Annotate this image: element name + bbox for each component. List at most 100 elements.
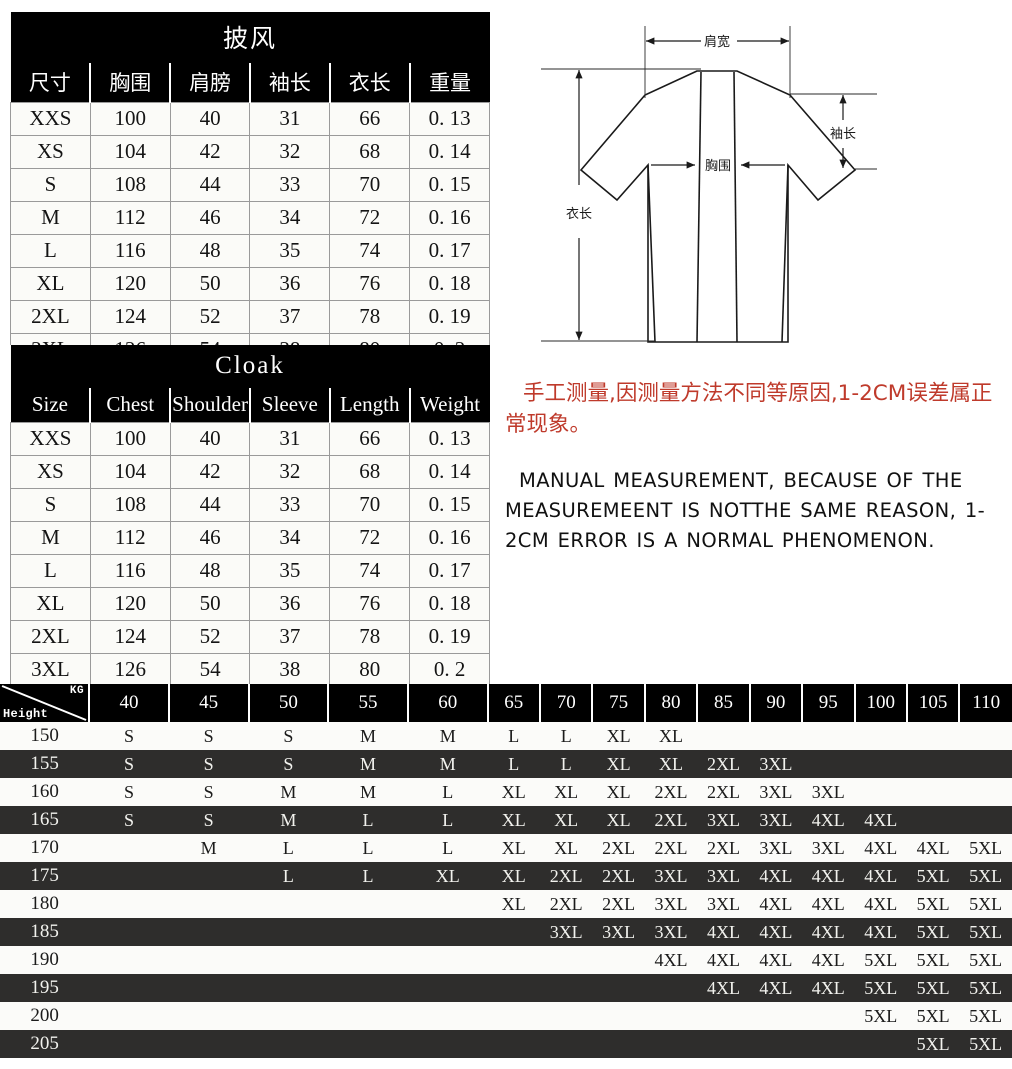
cell-weight: 0. 15 bbox=[409, 488, 490, 522]
size-cell-155-55: M bbox=[328, 750, 408, 778]
size-cell-170-75: 2XL bbox=[592, 834, 645, 862]
size-cell-190-40 bbox=[89, 946, 169, 974]
table-row: 2XL 124 52 37 78 0. 19 bbox=[10, 300, 490, 334]
header-weight: 重量 bbox=[408, 63, 490, 103]
cell-weight: 0. 16 bbox=[409, 201, 490, 235]
cell-shoulder: 46 bbox=[169, 521, 251, 555]
table-row: XS 104 42 32 68 0. 14 bbox=[10, 455, 490, 489]
size-cell-190-80: 4XL bbox=[644, 946, 698, 974]
cell-chest: 108 bbox=[89, 488, 171, 522]
size-cell-195-80 bbox=[644, 974, 698, 1002]
size-cell-205-60 bbox=[407, 1030, 488, 1058]
size-cell-155-110 bbox=[959, 750, 1012, 778]
height-label-185: 185 bbox=[0, 918, 90, 946]
size-cell-155-70: L bbox=[539, 750, 593, 778]
size-cell-190-70 bbox=[539, 946, 593, 974]
size-cell-165-90: 3XL bbox=[749, 806, 803, 834]
size-cell-190-60 bbox=[407, 946, 488, 974]
cell-chest: 112 bbox=[89, 201, 171, 235]
size-cell-180-70: 2XL bbox=[539, 890, 593, 918]
size-cell-170-105: 4XL bbox=[906, 834, 960, 862]
size-cell-165-40: S bbox=[89, 806, 169, 834]
cell-weight: 0. 14 bbox=[409, 455, 490, 489]
size-cell-160-70: XL bbox=[539, 778, 593, 806]
size-cell-155-50: S bbox=[248, 750, 329, 778]
spec-table-en-title-row: Cloak bbox=[10, 345, 490, 388]
size-cell-190-90: 4XL bbox=[749, 946, 803, 974]
cell-chest: 124 bbox=[89, 300, 171, 334]
size-cell-190-55 bbox=[328, 946, 408, 974]
size-cell-205-55 bbox=[328, 1030, 408, 1058]
table-row: S 108 44 33 70 0. 15 bbox=[10, 168, 490, 202]
spec-table-cn-header-row: 尺寸 胸围 肩膀 袖长 衣长 重量 bbox=[10, 63, 490, 103]
cell-weight: 0. 13 bbox=[409, 102, 490, 136]
cell-weight: 0. 2 bbox=[409, 653, 490, 687]
size-cell-205-65 bbox=[487, 1030, 540, 1058]
cell-chest: 100 bbox=[89, 422, 171, 456]
cell-size: XL bbox=[10, 267, 91, 301]
cell-weight: 0. 15 bbox=[409, 168, 490, 202]
cell-shoulder: 48 bbox=[169, 554, 251, 588]
size-cell-190-95: 4XL bbox=[802, 946, 855, 974]
cell-length: 78 bbox=[329, 620, 411, 654]
size-cell-200-80 bbox=[644, 1002, 698, 1030]
size-cell-200-100: 5XL bbox=[854, 1002, 907, 1030]
garment-outline bbox=[579, 70, 857, 343]
size-cell-180-40 bbox=[89, 890, 169, 918]
height-label-190: 190 bbox=[0, 946, 90, 974]
weight-header-50: 50 bbox=[247, 684, 330, 722]
weight-header-110: 110 bbox=[958, 684, 1012, 722]
size-cell-200-55 bbox=[328, 1002, 408, 1030]
size-cell-160-80: 2XL bbox=[644, 778, 698, 806]
size-cell-185-75: 3XL bbox=[592, 918, 645, 946]
height-label-180: 180 bbox=[0, 890, 90, 918]
spec-table-en: Cloak Size Chest Shoulder Sleeve Length … bbox=[10, 345, 490, 720]
height-label-150: 150 bbox=[0, 722, 90, 750]
cell-length: 70 bbox=[329, 168, 411, 202]
size-cell-200-105: 5XL bbox=[906, 1002, 960, 1030]
cell-size: L bbox=[10, 554, 91, 588]
size-grid-row: 170 M L L L XL XL 2XL 2XL 2XL 3XL 3XL 4XL 4XL 5XL bbox=[0, 834, 1012, 862]
size-cell-175-55: L bbox=[328, 862, 408, 890]
height-label-165: 165 bbox=[0, 806, 90, 834]
size-cell-150-80: XL bbox=[644, 722, 698, 750]
size-cell-195-65 bbox=[487, 974, 540, 1002]
top-area: 披风 尺寸 胸围 肩膀 袖长 衣长 重量 XXS 100 40 31 66 0.… bbox=[10, 12, 1005, 720]
size-cell-190-75 bbox=[592, 946, 645, 974]
size-cell-165-75: XL bbox=[592, 806, 645, 834]
cell-sleeve: 32 bbox=[249, 455, 331, 489]
size-cell-205-85 bbox=[697, 1030, 750, 1058]
cell-size: M bbox=[10, 521, 91, 555]
height-label-170: 170 bbox=[0, 834, 90, 862]
size-cell-160-75: XL bbox=[592, 778, 645, 806]
size-cell-190-85: 4XL bbox=[697, 946, 750, 974]
size-cell-180-75: 2XL bbox=[592, 890, 645, 918]
spec-table-cn-title-row: 披风 bbox=[10, 12, 490, 63]
size-cell-150-65: L bbox=[487, 722, 540, 750]
size-cell-180-50 bbox=[248, 890, 329, 918]
cell-shoulder: 44 bbox=[169, 488, 251, 522]
weight-header-40: 40 bbox=[88, 684, 170, 722]
shoulder-label: 肩宽 bbox=[704, 34, 730, 50]
size-cell-195-45 bbox=[168, 974, 249, 1002]
cell-weight: 0. 13 bbox=[409, 422, 490, 456]
header-shoulder: Shoulder bbox=[169, 388, 251, 423]
measurement-note: 手工测量,因测量方法不同等原因,1-2CM误差属正常现象。 MANUAL MEA… bbox=[505, 378, 1005, 556]
size-cell-185-100: 4XL bbox=[854, 918, 907, 946]
size-cell-150-45: S bbox=[168, 722, 249, 750]
cell-shoulder: 52 bbox=[169, 620, 251, 654]
cell-length: 76 bbox=[329, 587, 411, 621]
header-length: 衣长 bbox=[328, 63, 411, 103]
size-cell-205-90 bbox=[749, 1030, 803, 1058]
size-cell-205-45 bbox=[168, 1030, 249, 1058]
size-cell-150-105 bbox=[906, 722, 960, 750]
diagonal-divider-icon bbox=[1, 685, 87, 721]
weight-header-95: 95 bbox=[801, 684, 856, 722]
size-cell-165-105 bbox=[906, 806, 960, 834]
size-cell-160-45: S bbox=[168, 778, 249, 806]
size-grid-row: 200 5XL 5XL 5XL bbox=[0, 1002, 1012, 1030]
height-label-155: 155 bbox=[0, 750, 90, 778]
size-cell-155-100 bbox=[854, 750, 907, 778]
cell-size: XS bbox=[10, 455, 91, 489]
size-cell-155-90: 3XL bbox=[749, 750, 803, 778]
